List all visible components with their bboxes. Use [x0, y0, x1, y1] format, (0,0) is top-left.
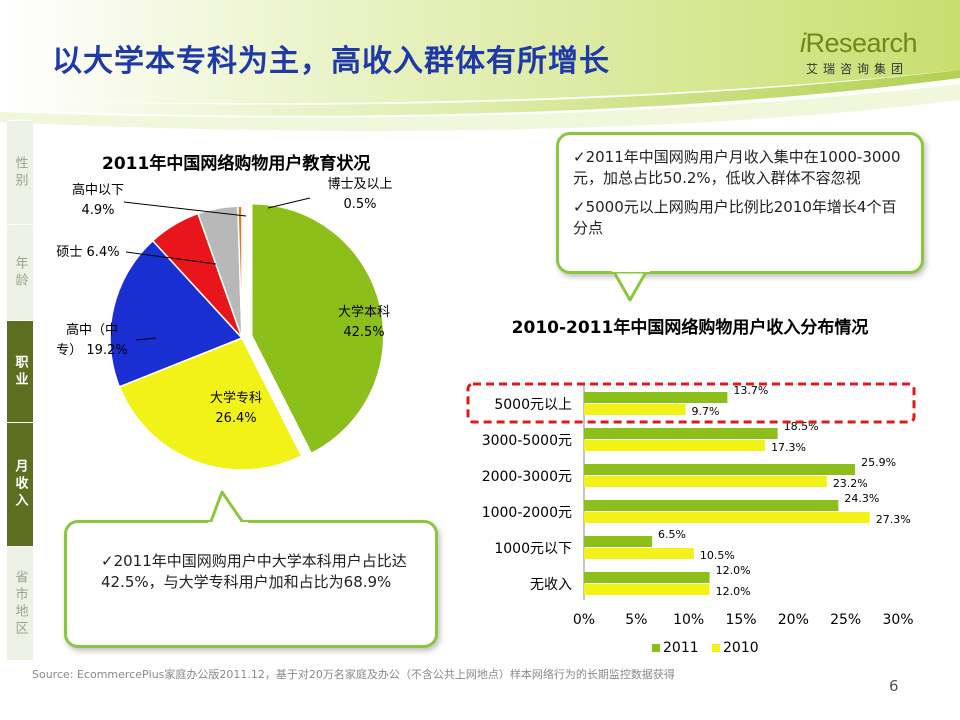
- bar-x-tick-4: 20%: [778, 612, 809, 628]
- bar-value-label-2010-0: 9.7%: [692, 405, 720, 418]
- bar-2011-4: [584, 536, 653, 547]
- pie-leader-line-2: [135, 337, 157, 341]
- pie-label-2-1: 专） 19.2%: [56, 343, 127, 358]
- bar-value-label-2011-4: 6.5%: [658, 528, 686, 541]
- tab-monthly-income[interactable]: 月收入: [7, 422, 33, 546]
- pie-leader-line-3: [125, 251, 217, 265]
- bar-x-tick-5: 25%: [830, 612, 861, 628]
- bar-2010-1: [584, 440, 766, 451]
- logo-text: Research: [805, 28, 918, 58]
- header-background: [0, 0, 960, 131]
- pie-label-3-0: 硕士 6.4%: [56, 245, 119, 260]
- company-logo: iResearch 艾瑞咨询集团: [800, 28, 940, 77]
- bar-2011-3: [584, 500, 839, 511]
- income-bar-chart: 5000元以上13.7%9.7%3000-5000元18.5%17.3%2000…: [466, 382, 916, 656]
- pie-slice-5: [237, 205, 243, 339]
- pie-leader-line-5: [267, 197, 311, 209]
- income-callout-tail: [612, 266, 650, 302]
- legend-swatch-2010: [712, 644, 720, 652]
- bar-2011-2: [584, 464, 856, 475]
- income-callout: ✓2011年中国网购用户月收入集中在1000-3000元，加总占比50.2%，低…: [556, 132, 924, 274]
- pie-label-0-0: 大学本科: [338, 304, 390, 320]
- pie-slice-1: [118, 337, 303, 471]
- bar-2010-4: [584, 548, 694, 559]
- tab-occupation[interactable]: 职业: [7, 320, 33, 422]
- bar-x-tick-3: 15%: [725, 612, 756, 628]
- bar-value-label-2010-2: 23.2%: [833, 477, 868, 490]
- source-note: Source: EcommercePlus家庭办公版2011.12，基于对20万…: [32, 668, 675, 681]
- bar-2011-1: [584, 428, 778, 439]
- bar-2011-5: [584, 572, 710, 583]
- bar-category-label-4: 1000元以下: [494, 541, 572, 557]
- pie-label-4-0: 高中以下: [72, 182, 124, 198]
- education-pie-chart: 大学本科 42.5% 大学专科 26.4% 高中（中专） 19.2% 硕士 6.4% 高中以…: [56, 177, 393, 471]
- bar-category-label-5: 无收入: [530, 577, 572, 593]
- highlight-box: [466, 382, 916, 424]
- bar-2010-3: [584, 512, 870, 523]
- education-callout: ✓2011年中国网购用户中大学本科用户占比达42.5%，与大学专科用户加和占比为…: [64, 520, 438, 648]
- bar-value-label-2010-1: 17.3%: [771, 441, 806, 454]
- pie-label-1-1: 26.4%: [215, 411, 256, 426]
- pie-chart-title: 2011年中国网络购物用户教育状况: [102, 154, 371, 174]
- income-callout-text-2: ✓5000元以上网购用户比例比2010年增长4个百分点: [573, 198, 897, 237]
- logo-subtitle: 艾瑞咨询集团: [806, 62, 909, 76]
- income-callout-text-1: ✓2011年中国网购用户月收入集中在1000-3000元，加总占比50.2%，低…: [573, 148, 901, 187]
- section-tabs: 性别 年龄 职业 月收入 省市地区: [7, 120, 33, 660]
- bar-x-tick-6: 30%: [882, 612, 913, 628]
- bar-value-label-2011-5: 12.0%: [716, 564, 751, 577]
- bar-value-label-2010-4: 10.5%: [700, 549, 735, 562]
- bar-value-label-2011-0: 13.7%: [733, 384, 768, 397]
- tab-gender[interactable]: 性别: [7, 120, 33, 224]
- bar-2011-0: [584, 392, 728, 403]
- legend-swatch-2011: [652, 644, 660, 652]
- bar-x-tick-1: 5%: [625, 612, 647, 628]
- legend-label-2010: 2010: [723, 640, 759, 656]
- bar-category-label-0: 5000元以上: [494, 397, 572, 413]
- bar-value-label-2010-5: 12.0%: [716, 585, 751, 598]
- bar-2010-5: [584, 584, 710, 595]
- bar-x-tick-0: 0%: [573, 612, 595, 628]
- pie-slice-2: [109, 239, 244, 388]
- bar-value-label-2010-3: 27.3%: [876, 513, 911, 526]
- tab-age[interactable]: 年龄: [7, 224, 33, 320]
- page-title: 以大学本专科为主，高收入群体有所增长: [52, 44, 610, 79]
- bar-value-label-2011-3: 24.3%: [844, 492, 879, 505]
- legend-label-2011: 2011: [663, 640, 699, 656]
- pie-label-5-1: 0.5%: [343, 197, 376, 212]
- pie-label-1-0: 大学专科: [210, 390, 262, 406]
- bar-category-label-1: 3000-5000元: [482, 433, 572, 449]
- bar-category-label-3: 1000-2000元: [482, 505, 572, 521]
- pie-slice-0: [250, 202, 385, 455]
- bar-2010-0: [584, 404, 686, 415]
- pie-label-0-1: 42.5%: [343, 325, 384, 340]
- bar-chart-title: 2010-2011年中国网络购物用户收入分布情况: [511, 318, 869, 338]
- bar-category-label-2: 2000-3000元: [482, 469, 572, 485]
- bar-2010-2: [584, 476, 827, 487]
- education-callout-text: ✓2011年中国网购用户中大学本科用户占比达42.5%，与大学专科用户加和占比为…: [101, 552, 407, 591]
- logo-prefix: i: [800, 28, 806, 58]
- bar-x-tick-2: 10%: [673, 612, 704, 628]
- pie-label-4-1: 4.9%: [81, 203, 114, 218]
- pie-label-2-0: 高中（中: [66, 322, 118, 338]
- tab-region[interactable]: 省市地区: [7, 546, 33, 660]
- page-number: 6: [889, 677, 899, 695]
- pie-leader-line-4: [123, 201, 247, 217]
- bar-value-label-2011-2: 25.9%: [861, 456, 896, 469]
- education-callout-tail: [208, 490, 248, 528]
- pie-label-5-0: 博士及以上: [327, 177, 392, 192]
